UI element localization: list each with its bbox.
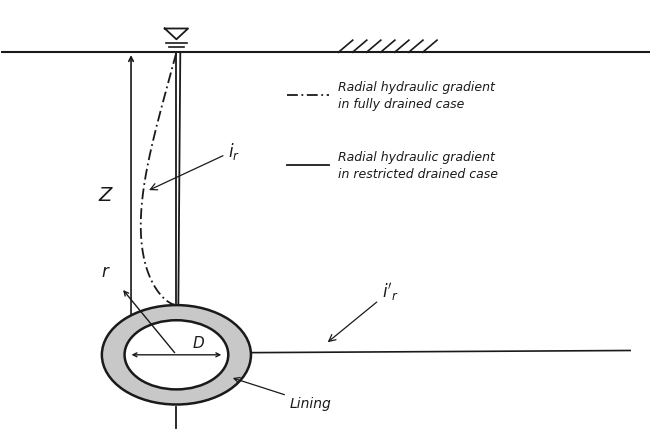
Text: Z: Z [98,186,112,205]
Text: Radial hydraulic gradient
in restricted drained case: Radial hydraulic gradient in restricted … [339,150,499,180]
Circle shape [102,306,251,404]
Text: D: D [193,336,204,351]
Text: $i_r$: $i_r$ [150,141,240,191]
Text: $i'_r$: $i'_r$ [329,280,399,342]
Text: Lining: Lining [234,378,331,410]
Circle shape [124,320,229,389]
Text: r: r [102,263,109,280]
Text: Radial hydraulic gradient
in fully drained case: Radial hydraulic gradient in fully drain… [339,81,495,111]
